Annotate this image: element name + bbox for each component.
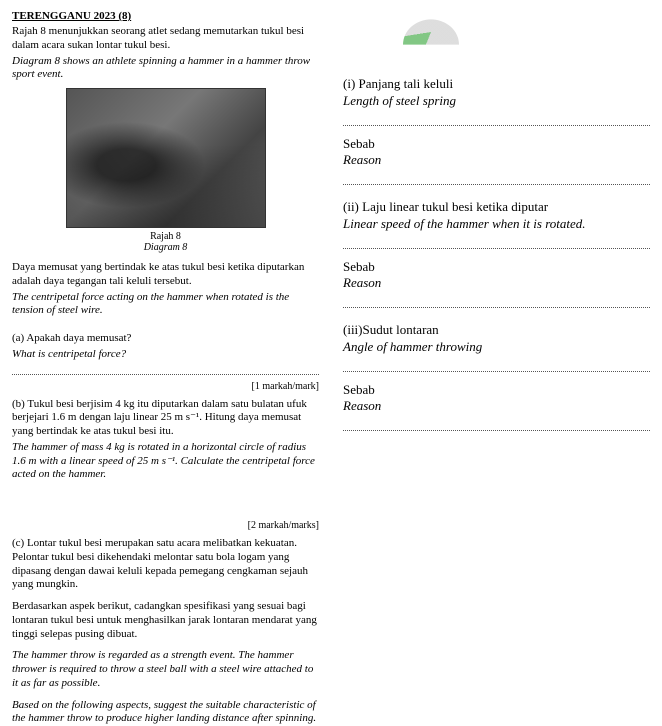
ii-head: (ii) Laju linear tukul besi ketika diput…	[343, 199, 650, 215]
q-b-en: The hammer of mass 4 kg is rotated in a …	[12, 441, 319, 482]
sebab-ii: Sebab	[343, 259, 650, 275]
answer-line-ii	[343, 248, 650, 249]
reason-ii: Reason	[343, 275, 650, 291]
reason-line-i	[343, 184, 650, 185]
iii-sub: Angle of hammer throwing	[343, 339, 650, 355]
reason-iii: Reason	[343, 398, 650, 414]
i-head: (i) Panjang tali keluli	[343, 76, 650, 92]
marks-a: [1 markah/mark]	[12, 381, 319, 392]
q-a-bm: (a) Apakah daya memusat?	[12, 332, 319, 346]
intro-bm: Rajah 8 menunjukkan seorang atlet sedang…	[12, 25, 319, 53]
aspect-ii: (ii) Laju linear tukul besi ketika diput…	[343, 199, 650, 308]
q-c1-bm: (c) Lontar tukul besi merupakan satu aca…	[12, 537, 319, 592]
answer-line-a	[12, 374, 319, 375]
hammer-throw-figure	[66, 88, 266, 228]
reason-line-ii	[343, 307, 650, 308]
ii-sub: Linear speed of the hammer when it is ro…	[343, 216, 650, 232]
caption-en: Diagram 8	[144, 242, 188, 253]
q-c3-en: The hammer throw is regarded as a streng…	[12, 649, 319, 690]
q-c4-en: Based on the following aspects, suggest …	[12, 699, 319, 726]
caption-bm: Rajah 8	[150, 231, 181, 242]
marks-b: [2 markah/marks]	[12, 520, 319, 531]
centripetal-en: The centripetal force acting on the hamm…	[12, 291, 319, 319]
intro-en: Diagram 8 shows an athlete spinning a ha…	[12, 55, 319, 83]
q-a-en: What is centripetal force?	[12, 348, 319, 362]
answer-line-i	[343, 125, 650, 126]
aspect-i: (i) Panjang tali keluli Length of steel …	[343, 76, 650, 185]
reason-line-iii	[343, 430, 650, 431]
iii-head: (iii)Sudut lontaran	[343, 322, 650, 338]
sebab-iii: Sebab	[343, 382, 650, 398]
q-b-bm: (b) Tukul besi berjisim 4 kg itu diputar…	[12, 398, 319, 439]
centripetal-bm: Daya memusat yang bertindak ke atas tuku…	[12, 261, 319, 289]
right-column: (i) Panjang tali keluli Length of steel …	[331, 0, 662, 632]
answer-line-iii	[343, 371, 650, 372]
i-sub: Length of steel spring	[343, 93, 650, 109]
arc-icon	[403, 19, 459, 44]
q-c2-bm: Berdasarkan aspek berikut, cadangkan spe…	[12, 600, 319, 641]
figure-caption: Rajah 8 Diagram 8	[12, 231, 319, 253]
sebab-i: Sebab	[343, 136, 650, 152]
reason-i: Reason	[343, 152, 650, 168]
aspect-iii: (iii)Sudut lontaran Angle of hammer thro…	[343, 322, 650, 431]
left-column: TERENGGANU 2023 (8) Rajah 8 menunjukkan …	[0, 0, 331, 632]
doc-title: TERENGGANU 2023 (8)	[12, 10, 319, 22]
